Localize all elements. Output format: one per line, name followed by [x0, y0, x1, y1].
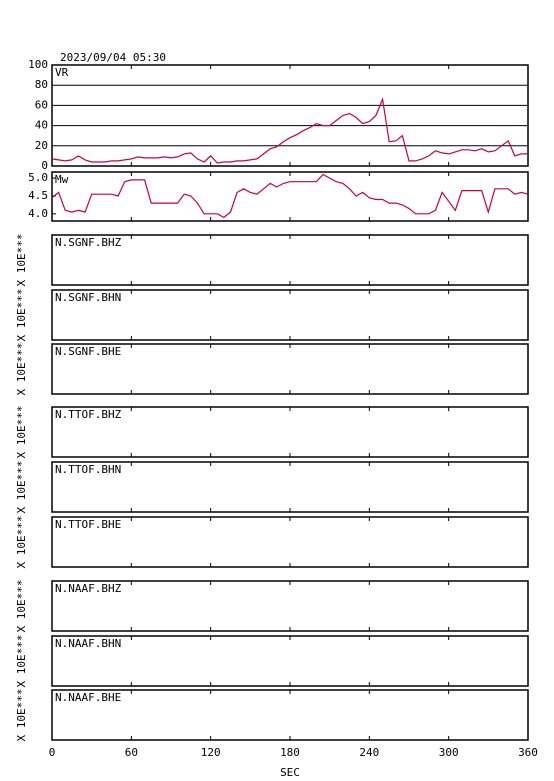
panel-label: N.NAAF.BHZ	[55, 582, 122, 595]
y-tick-label: 4.5	[28, 189, 48, 202]
panel-frame	[51, 234, 529, 286]
panel-label: N.TTOF.BHE	[55, 518, 121, 531]
panel-frame	[51, 343, 529, 395]
x-tick-label: 300	[439, 746, 459, 759]
x-tick-label: 120	[201, 746, 221, 759]
panel-label: N.NAAF.BHN	[55, 637, 121, 650]
panel-label: VR	[55, 66, 69, 79]
panel-frame	[51, 580, 529, 632]
y-axis-label: X 10E***	[15, 234, 28, 287]
x-tick-label: 240	[359, 746, 379, 759]
panel-frame	[51, 635, 529, 687]
y-axis-label: X 10E***	[15, 289, 28, 342]
y-axis-label: X 10E***	[15, 580, 28, 633]
panel-label: Mw	[55, 173, 69, 186]
chart-title: 2023/09/04 05:30	[60, 51, 166, 64]
panel-frame	[51, 516, 529, 568]
panel-label: N.SGNF.BHE	[55, 345, 121, 358]
data-line	[51, 173, 529, 219]
y-tick-label: 80	[35, 78, 48, 91]
panel-label: N.SGNF.BHN	[55, 291, 121, 304]
panel-label: N.TTOF.BHZ	[55, 408, 122, 421]
x-tick-label: 0	[49, 746, 56, 759]
panel-frame	[51, 461, 529, 513]
y-axis-label: X 10E***	[15, 689, 28, 742]
panel-frame	[51, 689, 529, 741]
panel-frame	[51, 406, 529, 458]
panel-label: N.TTOF.BHN	[55, 463, 121, 476]
x-tick-label: 360	[518, 746, 538, 759]
panel-frame	[51, 289, 529, 341]
y-axis-label: X 10E***	[15, 516, 28, 569]
y-tick-label: 5.0	[28, 171, 48, 184]
panel-frame	[51, 64, 529, 167]
x-axis-label: SEC	[280, 766, 300, 779]
x-tick-label: 180	[280, 746, 300, 759]
y-axis-label: X 10E***	[15, 635, 28, 688]
y-axis-label: X 10E***	[15, 461, 28, 514]
y-tick-label: 100	[28, 58, 48, 71]
y-axis-label: X 10E***	[15, 406, 28, 459]
y-tick-label: 4.0	[28, 207, 48, 220]
panel-label: N.NAAF.BHE	[55, 691, 121, 704]
panel-label: N.SGNF.BHZ	[55, 236, 122, 249]
x-tick-label: 60	[125, 746, 138, 759]
panel-frame	[51, 171, 529, 222]
y-tick-label: 20	[35, 139, 48, 152]
data-line	[51, 97, 528, 164]
y-tick-label: 60	[35, 98, 48, 111]
y-tick-label: 40	[35, 119, 48, 132]
y-tick-label: 0	[41, 159, 48, 172]
y-axis-label: X 10E***	[15, 343, 28, 396]
